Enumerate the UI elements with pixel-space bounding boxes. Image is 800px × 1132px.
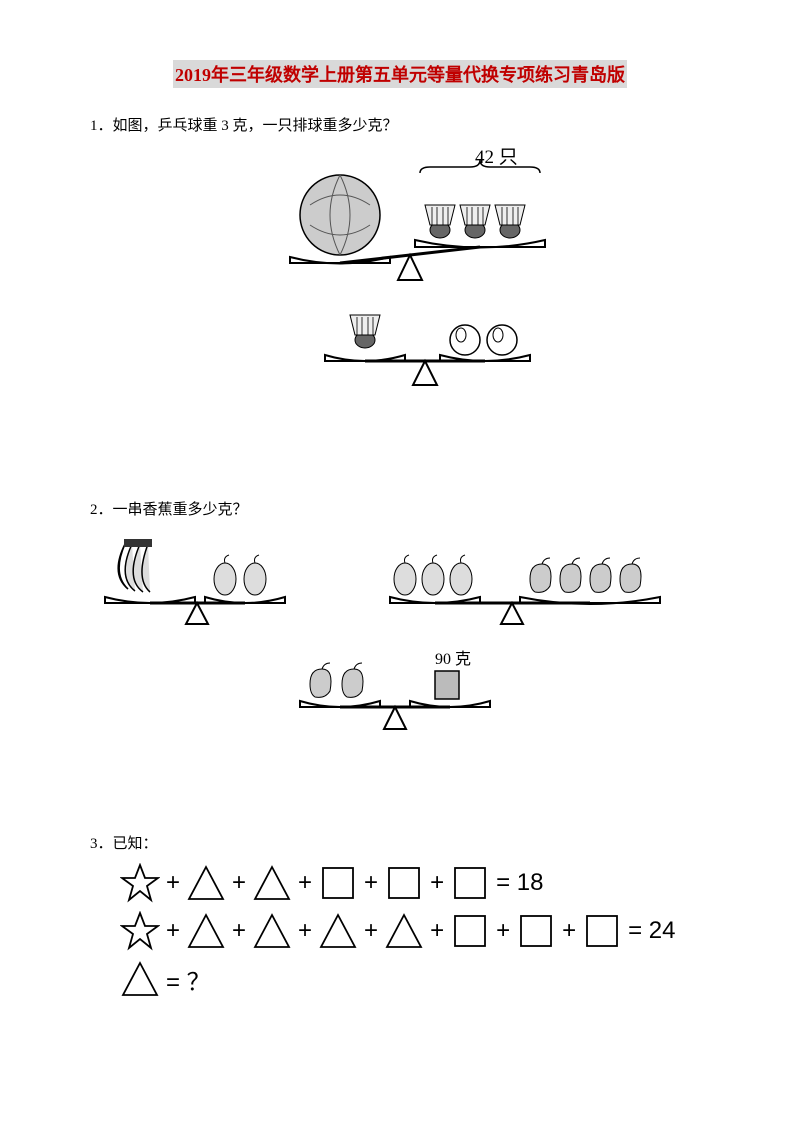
plus-icon: + xyxy=(560,917,578,945)
triangle-icon xyxy=(120,959,160,999)
plus-icon: + xyxy=(296,869,314,897)
star-icon xyxy=(120,911,160,951)
triangle-icon xyxy=(186,863,226,903)
plus-icon: + xyxy=(362,917,380,945)
q3-equations: + + + + + = 18 + + + + + + + xyxy=(90,863,710,999)
q2-figure: 90 克 xyxy=(90,529,710,754)
plus-icon: + xyxy=(230,869,248,897)
square-icon xyxy=(450,911,490,951)
question-1: 1．如图，乒乓球重 3 克，一只排球重多少克？ xyxy=(90,114,710,135)
ask-text: = ？ xyxy=(164,962,213,997)
page-title: 2019年三年级数学上册第五单元等量代换专项练习青岛版 xyxy=(173,60,627,88)
square-icon xyxy=(384,863,424,903)
q3-text: 已知： xyxy=(113,836,158,852)
square-icon xyxy=(450,863,490,903)
triangle-icon xyxy=(252,911,292,951)
plus-icon: + xyxy=(164,917,182,945)
q2-diagram: 90 克 xyxy=(90,529,710,749)
triangle-icon xyxy=(252,863,292,903)
q3-number: 3． xyxy=(90,836,113,852)
equation-2: + + + + + + + = 24 xyxy=(120,911,710,951)
plus-icon: + xyxy=(494,917,512,945)
q1-number: 1． xyxy=(90,118,113,134)
plus-icon: + xyxy=(362,869,380,897)
q1-figure: 42 只 xyxy=(90,145,710,420)
plus-icon: + xyxy=(428,869,446,897)
weight-label: 90 克 xyxy=(435,650,471,668)
star-icon xyxy=(120,863,160,903)
square-icon xyxy=(318,863,358,903)
square-icon xyxy=(516,911,556,951)
q1-text: 如图，乒乓球重 3 克，一只排球重多少克？ xyxy=(113,118,398,134)
square-icon xyxy=(582,911,622,951)
plus-icon: + xyxy=(164,869,182,897)
question-3: 3．已知： xyxy=(90,832,710,853)
title-text: 年三年级数学上册第五单元等量代换专项练习青岛版 xyxy=(211,65,625,85)
worksheet-page: 2019年三年级数学上册第五单元等量代换专项练习青岛版 1．如图，乒乓球重 3 … xyxy=(0,0,800,1047)
triangle-icon xyxy=(384,911,424,951)
title-year: 2019 xyxy=(175,65,211,85)
eq1-result: = 18 xyxy=(494,869,545,897)
title-container: 2019年三年级数学上册第五单元等量代换专项练习青岛版 xyxy=(90,60,710,106)
q2-text: 一串香蕉重多少克？ xyxy=(113,502,248,518)
plus-icon: + xyxy=(428,917,446,945)
plus-icon: + xyxy=(230,917,248,945)
shuttlecock-group xyxy=(425,205,525,238)
q2-number: 2． xyxy=(90,502,113,518)
equation-ask: = ？ xyxy=(120,959,710,999)
triangle-icon xyxy=(186,911,226,951)
equation-1: + + + + + = 18 xyxy=(120,863,710,903)
question-2: 2．一串香蕉重多少克？ xyxy=(90,498,710,519)
plus-icon: + xyxy=(296,917,314,945)
triangle-icon xyxy=(318,911,358,951)
eq2-result: = 24 xyxy=(626,917,677,945)
q1-diagram: 42 只 xyxy=(230,145,570,415)
